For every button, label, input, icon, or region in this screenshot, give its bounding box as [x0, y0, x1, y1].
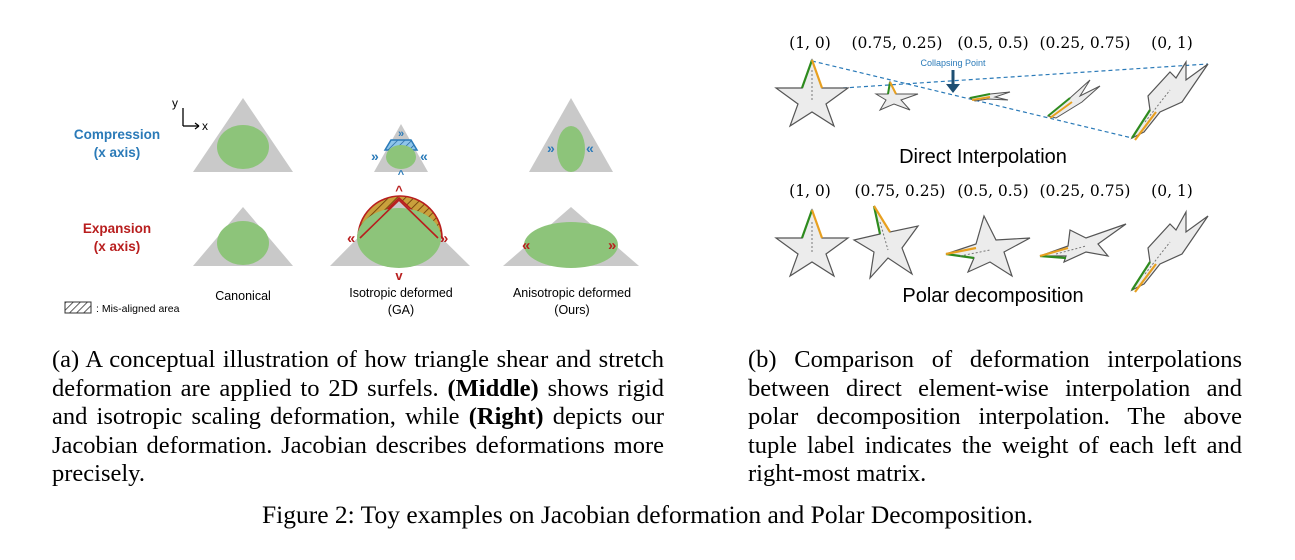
chevron-left-icon: «: [347, 230, 355, 247]
chevron-left-icon: «: [586, 140, 594, 156]
caption-a-text: (a) A conceptual illustration of how tri…: [52, 346, 664, 402]
axis-y-label: y: [172, 96, 178, 110]
anisotropic-expansion: « »: [503, 207, 639, 268]
column-label-anisotropic: Anisotropic deformed: [513, 286, 631, 300]
star-polar-4: [1039, 223, 1127, 264]
caption-a-bold-middle: (Middle): [447, 374, 539, 402]
arrow-down-icon: [946, 70, 960, 93]
legend-label: : Mis-aligned area: [96, 303, 180, 315]
bottom-tuple-1: (1, 0): [789, 182, 831, 200]
row-label-compression-axis: (x axis): [94, 145, 141, 160]
row-label-expansion-axis: (x axis): [94, 239, 141, 254]
chevron-down-icon: v: [395, 268, 403, 283]
star-polar-2: [852, 205, 920, 280]
chevron-right-icon: »: [547, 140, 555, 156]
caption-a-text-end: depicts our Jacobian deformation. Jacobi…: [52, 403, 664, 488]
bottom-tuple-2: (0.75, 0.25): [855, 182, 946, 200]
bottom-tuple-5: (0, 1): [1151, 182, 1193, 200]
panel-b: (1, 0) (0.75, 0.25) (0.5, 0.5) (0.25, 0.…: [774, 34, 1209, 307]
chevron-right-icon: »: [371, 148, 379, 164]
row-label-expansion: Expansion: [83, 221, 151, 236]
chevron-up-icon: ^: [395, 183, 403, 198]
figure-caption: Figure 2: Toy examples on Jacobian defor…: [261, 500, 1034, 529]
bottom-tuple-4: (0.25, 0.75): [1040, 182, 1131, 200]
star-polar-3: [945, 214, 1031, 278]
isotropic-expansion: ^ « » v: [330, 183, 470, 283]
star-direct-3: [968, 91, 1011, 102]
star-direct-2: [874, 80, 919, 112]
isotropic-compression: » » « ^: [371, 124, 428, 181]
column-label-isotropic-sub: (GA): [388, 303, 414, 317]
chevron-down-icon: »: [398, 128, 404, 140]
caption-a: (a) A conceptual illustration of how tri…: [52, 346, 664, 489]
chevron-up-icon: ^: [398, 169, 405, 181]
bottom-tuple-3: (0.5, 0.5): [957, 182, 1028, 200]
top-tuple-2: (0.75, 0.25): [852, 34, 943, 52]
star-direct-5: [1130, 59, 1209, 141]
chevron-right-icon: »: [608, 237, 616, 254]
star-direct-4: [1046, 79, 1101, 119]
chevron-left-icon: «: [420, 148, 428, 164]
axis-x-label: x: [202, 119, 208, 133]
star-polar-1: [774, 208, 850, 278]
top-tuple-4: (0.25, 0.75): [1040, 34, 1131, 52]
axes-icon: y x: [172, 96, 208, 133]
chevron-right-icon: »: [440, 230, 448, 247]
hatch-legend-swatch: [64, 301, 92, 314]
anisotropic-compression: » «: [529, 98, 613, 172]
caption-a-text-mid: shows rigid and isotropic scaling deform…: [52, 374, 664, 431]
collapsing-point-label: Collapsing Point: [920, 58, 986, 68]
top-tuple-1: (1, 0): [789, 34, 831, 52]
canonical-expansion: [193, 207, 293, 266]
chevron-left-icon: «: [522, 237, 530, 254]
figure-panels: y x Compression (x axis) Expansion (x ax…: [64, 34, 1209, 317]
caption-b: (b) Comparison of deformation interpolat…: [748, 346, 1242, 488]
column-label-canonical: Canonical: [215, 289, 271, 303]
star-polar-5: [1130, 209, 1209, 293]
column-label-isotropic: Isotropic deformed: [349, 286, 453, 300]
caption-a-bold-right: (Right): [468, 403, 544, 431]
column-label-anisotropic-sub: (Ours): [554, 303, 589, 317]
canonical-compression: [193, 98, 293, 172]
star-direct-1: [774, 58, 850, 128]
panel-a: y x Compression (x axis) Expansion (x ax…: [64, 96, 639, 317]
row-label-compression: Compression: [74, 127, 160, 142]
polar-decomposition-title: Polar decomposition: [902, 285, 1083, 307]
top-tuple-3: (0.5, 0.5): [957, 34, 1028, 52]
direct-interpolation-title: Direct Interpolation: [899, 146, 1067, 168]
top-tuple-5: (0, 1): [1151, 34, 1193, 52]
